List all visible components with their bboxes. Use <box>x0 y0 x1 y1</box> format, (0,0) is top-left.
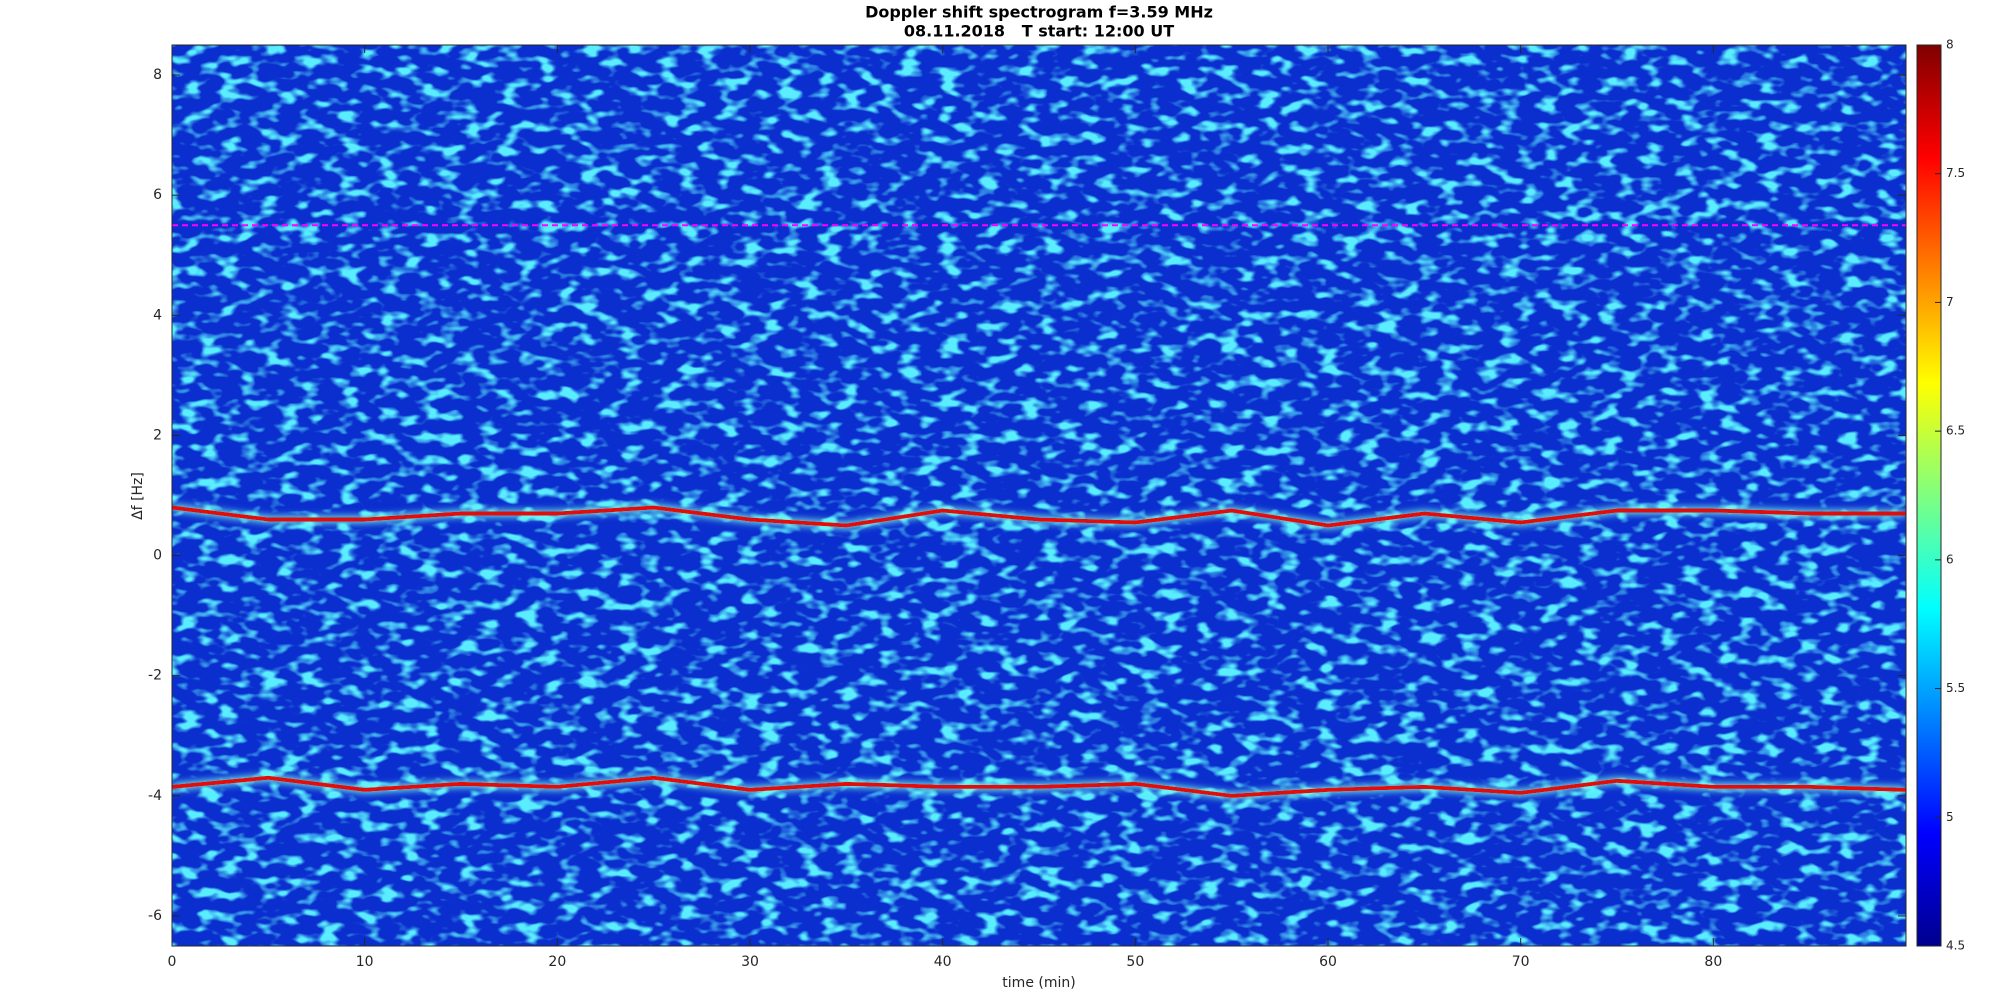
y-tick-label: -4 <box>148 788 162 804</box>
y-axis-label: Δf [Hz] <box>130 472 146 520</box>
x-tick-label: 50 <box>1126 954 1144 970</box>
y-tick-label: 6 <box>153 187 162 203</box>
y-tick-label: 4 <box>153 307 162 323</box>
y-tick-label: -2 <box>148 668 162 684</box>
colorbar-tick-label: 7.5 <box>1946 166 1965 180</box>
colorbar-tick-label: 5 <box>1946 810 1954 824</box>
doppler-trace <box>172 505 1906 528</box>
x-tick-label: 40 <box>934 954 952 970</box>
y-tick-label: 0 <box>153 548 162 564</box>
colorbar <box>1916 44 1942 947</box>
x-tick-label: 30 <box>741 954 759 970</box>
colorbar-tick-label: 7 <box>1946 295 1954 309</box>
x-tick-label: 70 <box>1512 954 1530 970</box>
chart-title: Doppler shift spectrogram f=3.59 MHz <box>865 3 1213 22</box>
y-tick-label: 8 <box>153 67 162 83</box>
colorbar-tick-label: 6.5 <box>1946 424 1965 438</box>
x-tick-label: 0 <box>168 954 177 970</box>
x-tick-label: 10 <box>356 954 374 970</box>
x-tick-label: 20 <box>548 954 566 970</box>
plot-frame <box>171 44 1907 947</box>
noise-texture <box>172 45 1906 946</box>
y-tick-label: 2 <box>153 427 162 443</box>
colorbar-tick-label: 8 <box>1946 38 1954 52</box>
x-axis-label: time (min) <box>1002 975 1075 991</box>
doppler-trace <box>172 775 1906 798</box>
colorbar-tick-label: 6 <box>1946 552 1954 566</box>
colorbar-tick-label: 4.5 <box>1946 939 1965 953</box>
x-tick-label: 60 <box>1319 954 1337 970</box>
x-tick-label: 80 <box>1704 954 1722 970</box>
y-tick-label: -6 <box>148 908 162 924</box>
chart-subtitle: 08.11.2018 T start: 12:00 UT <box>904 22 1174 41</box>
colorbar-tick-label: 5.5 <box>1946 681 1965 695</box>
